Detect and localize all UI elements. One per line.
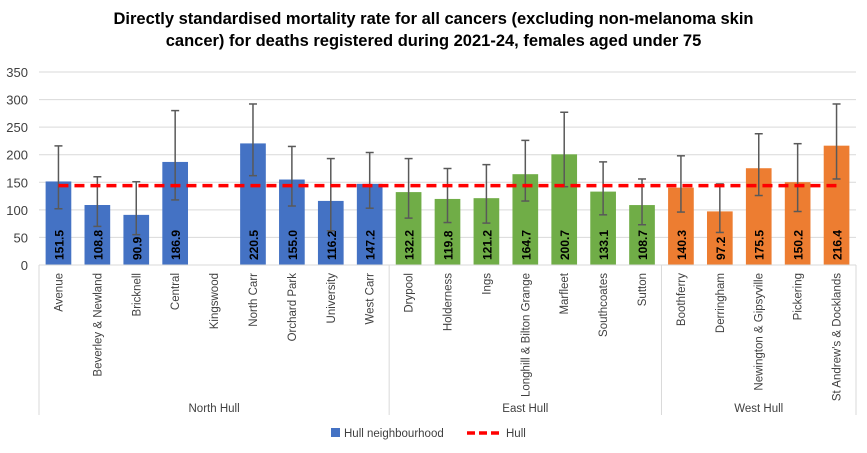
category-label: Kingswood bbox=[209, 273, 221, 329]
category-label: Bricknell bbox=[131, 273, 143, 316]
data-label: 147.2 bbox=[364, 230, 378, 260]
data-label: 220.5 bbox=[247, 230, 261, 260]
category-label: Drypool bbox=[404, 273, 416, 313]
group-label: North Hull bbox=[189, 403, 240, 415]
category-label: Sutton bbox=[637, 273, 649, 306]
title-line-1: Directly standardised mortality rate for… bbox=[113, 10, 754, 28]
data-label: 116.2 bbox=[325, 230, 339, 260]
y-tick-label: 200 bbox=[6, 148, 28, 163]
category-label: Ings bbox=[481, 273, 493, 295]
data-label: 108.8 bbox=[91, 230, 105, 260]
data-label: 140.3 bbox=[675, 230, 689, 260]
category-label: Southcoates bbox=[598, 273, 610, 337]
y-tick-label: 300 bbox=[6, 93, 28, 108]
category-label: Orchard Park bbox=[287, 273, 299, 342]
category-label: Newington & Gipsyville bbox=[754, 273, 766, 391]
legend-label: Hull neighbourhood bbox=[344, 428, 444, 440]
category-label: North Carr bbox=[248, 273, 260, 327]
category-label: Beverley & Newland bbox=[92, 273, 104, 377]
legend-swatch-bar bbox=[331, 428, 340, 437]
data-label: 119.8 bbox=[442, 230, 456, 260]
y-tick-label: 0 bbox=[21, 258, 28, 273]
y-tick-label: 50 bbox=[14, 230, 28, 245]
category-label: West Carr bbox=[365, 273, 377, 325]
category-label: Holderness bbox=[443, 273, 455, 331]
data-label: 216.4 bbox=[831, 230, 845, 260]
category-label: Marfleet bbox=[559, 272, 571, 314]
category-label: Derringham bbox=[715, 273, 727, 333]
data-label: 97.2 bbox=[714, 236, 728, 260]
data-label: 164.7 bbox=[519, 230, 533, 260]
category-label: Pickering bbox=[793, 273, 805, 320]
category-label: Central bbox=[170, 273, 182, 310]
category-label: Longhill & Bilton Grange bbox=[520, 273, 532, 397]
data-label: 200.7 bbox=[558, 230, 572, 260]
category-label: Avenue bbox=[53, 273, 65, 312]
legend-label: Hull bbox=[506, 428, 526, 440]
data-label: 150.2 bbox=[792, 230, 806, 260]
category-label: Boothferry bbox=[676, 273, 688, 326]
y-tick-label: 250 bbox=[6, 120, 28, 135]
data-label: 133.1 bbox=[597, 230, 611, 260]
category-label: University bbox=[326, 273, 338, 324]
data-label: 108.7 bbox=[636, 230, 650, 260]
y-tick-label: 150 bbox=[6, 175, 28, 190]
data-label: 186.9 bbox=[169, 230, 183, 260]
title-line-2: cancer) for deaths registered during 202… bbox=[165, 32, 702, 50]
y-tick-label: 100 bbox=[6, 203, 28, 218]
data-label: 132.2 bbox=[403, 230, 417, 260]
data-label: 90.9 bbox=[130, 236, 144, 260]
chart-title: Directly standardised mortality rate for… bbox=[0, 8, 867, 52]
y-tick-label: 350 bbox=[6, 65, 28, 80]
group-label: West Hull bbox=[734, 403, 783, 415]
group-label: East Hull bbox=[502, 403, 548, 415]
data-label: 121.2 bbox=[480, 230, 494, 260]
category-label: St Andrew's & Docklands bbox=[832, 273, 844, 401]
data-label: 175.5 bbox=[753, 230, 767, 260]
data-label: 155.0 bbox=[286, 230, 300, 260]
data-label: 151.5 bbox=[52, 230, 66, 260]
